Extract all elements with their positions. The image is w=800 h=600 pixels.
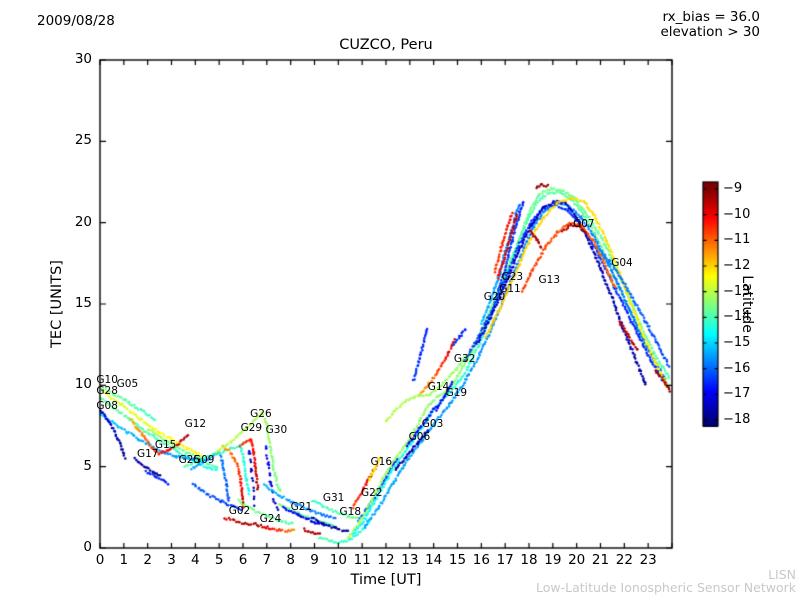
colorbar-tick-label: −18 bbox=[723, 412, 751, 428]
satellite-label-G04: G04 bbox=[611, 257, 633, 270]
x-tick-label: 12 bbox=[377, 552, 395, 568]
y-tick-label: 30 bbox=[74, 51, 92, 67]
colorbar-tick-label: −17 bbox=[723, 386, 751, 402]
colorbar-tick-label: −10 bbox=[723, 206, 751, 222]
x-tick-label: 4 bbox=[191, 552, 200, 568]
satellite-label-G02: G02 bbox=[228, 505, 251, 518]
watermark-line1: LISN bbox=[768, 567, 796, 582]
y-tick-label: 20 bbox=[74, 213, 92, 230]
x-tick-label: 10 bbox=[329, 552, 347, 568]
x-tick-label: 21 bbox=[591, 552, 610, 568]
date-label: 2009/08/28 bbox=[37, 13, 115, 29]
satellite-label-G12: G12 bbox=[184, 418, 207, 431]
colorbar-tick-label: −9 bbox=[723, 181, 743, 196]
satellite-label-G10: G10 bbox=[96, 373, 118, 386]
x-tick-label: 22 bbox=[615, 552, 633, 568]
colorbar-tick-label: −12 bbox=[723, 258, 751, 273]
plot-title: CUZCO, Peru bbox=[339, 37, 433, 53]
x-tick-label: 9 bbox=[310, 552, 319, 568]
x-tick-label: 8 bbox=[286, 552, 295, 568]
x-tick-label: 17 bbox=[496, 552, 514, 568]
x-axis-title: Time [UT] bbox=[350, 572, 422, 588]
x-tick-label: 16 bbox=[472, 552, 490, 568]
x-tick-label: 18 bbox=[520, 552, 538, 568]
elevation-label: elevation > 30 bbox=[660, 24, 760, 40]
satellite-label-G19: G19 bbox=[445, 387, 468, 400]
lisn-watermark: LISN Low-Latitude Ionospheric Sensor Net… bbox=[536, 568, 796, 594]
x-tick-label: 7 bbox=[262, 552, 272, 568]
y-tick-label: 0 bbox=[83, 539, 92, 555]
x-tick-label: 11 bbox=[353, 552, 371, 568]
satellite-label-G06: G06 bbox=[408, 431, 431, 444]
x-tick-label: 19 bbox=[544, 552, 562, 568]
y-tick-label: 25 bbox=[74, 132, 92, 149]
satellite-label-G05: G05 bbox=[116, 378, 139, 391]
satellite-label-G28: G28 bbox=[96, 384, 118, 397]
satellite-label-G14: G14 bbox=[427, 380, 450, 393]
satellite-label-G31: G31 bbox=[322, 492, 345, 505]
x-tick-label: 23 bbox=[639, 552, 657, 568]
satellite-label-G20: G20 bbox=[483, 290, 506, 303]
x-tick-label: 3 bbox=[167, 552, 176, 568]
colorbar-tick-label: −15 bbox=[723, 335, 751, 351]
satellite-label-G07: G07 bbox=[573, 218, 595, 231]
satellite-label-G15: G15 bbox=[154, 438, 177, 451]
satellite-label-G32: G32 bbox=[453, 353, 476, 366]
colorbar-tick-label: −13 bbox=[723, 283, 751, 299]
colorbar-tick-label: −11 bbox=[723, 232, 751, 248]
satellite-label-G30: G30 bbox=[265, 423, 288, 436]
colorbar-tick-label: −14 bbox=[723, 309, 751, 325]
satellite-label-G09: G09 bbox=[192, 454, 215, 467]
satellite-label-G21: G21 bbox=[290, 501, 313, 514]
x-tick-label: 5 bbox=[214, 552, 224, 568]
x-tick-label: 15 bbox=[448, 552, 467, 568]
y-tick-label: 10 bbox=[74, 376, 92, 393]
satellite-label-G18: G18 bbox=[339, 506, 362, 519]
rx-bias-label: rx_bias = 36.0 bbox=[662, 9, 760, 25]
satellite-label-G03: G03 bbox=[421, 418, 444, 431]
satellite-label-G29: G29 bbox=[240, 422, 263, 435]
x-tick-label: 2 bbox=[143, 552, 152, 568]
satellite-label-G24: G24 bbox=[259, 513, 282, 526]
colorbar-tick-label: −16 bbox=[723, 360, 751, 376]
watermark-line2: Low-Latitude Ionospheric Sensor Network bbox=[536, 580, 796, 595]
x-tick-label: 20 bbox=[568, 552, 586, 568]
satellite-label-G25: G25 bbox=[178, 454, 201, 467]
x-tick-label: 6 bbox=[238, 552, 248, 568]
x-tick-label: 14 bbox=[425, 552, 443, 568]
satellite-label-G17: G17 bbox=[136, 448, 159, 461]
satellite-label-G08: G08 bbox=[96, 400, 118, 413]
satellite-label-G11: G11 bbox=[499, 283, 521, 296]
x-tick-label: 13 bbox=[401, 552, 419, 568]
satellite-label-G23: G23 bbox=[501, 271, 524, 284]
x-tick-label: 0 bbox=[95, 552, 105, 568]
satellite-label-G16: G16 bbox=[370, 456, 393, 469]
satellite-label-G13: G13 bbox=[538, 274, 561, 287]
x-tick-label: 1 bbox=[119, 552, 129, 568]
y-tick-label: 5 bbox=[83, 457, 92, 474]
satellite-label-G26: G26 bbox=[250, 408, 272, 421]
satellite-label-G22: G22 bbox=[360, 486, 383, 499]
y-tick-label: 15 bbox=[74, 295, 92, 311]
